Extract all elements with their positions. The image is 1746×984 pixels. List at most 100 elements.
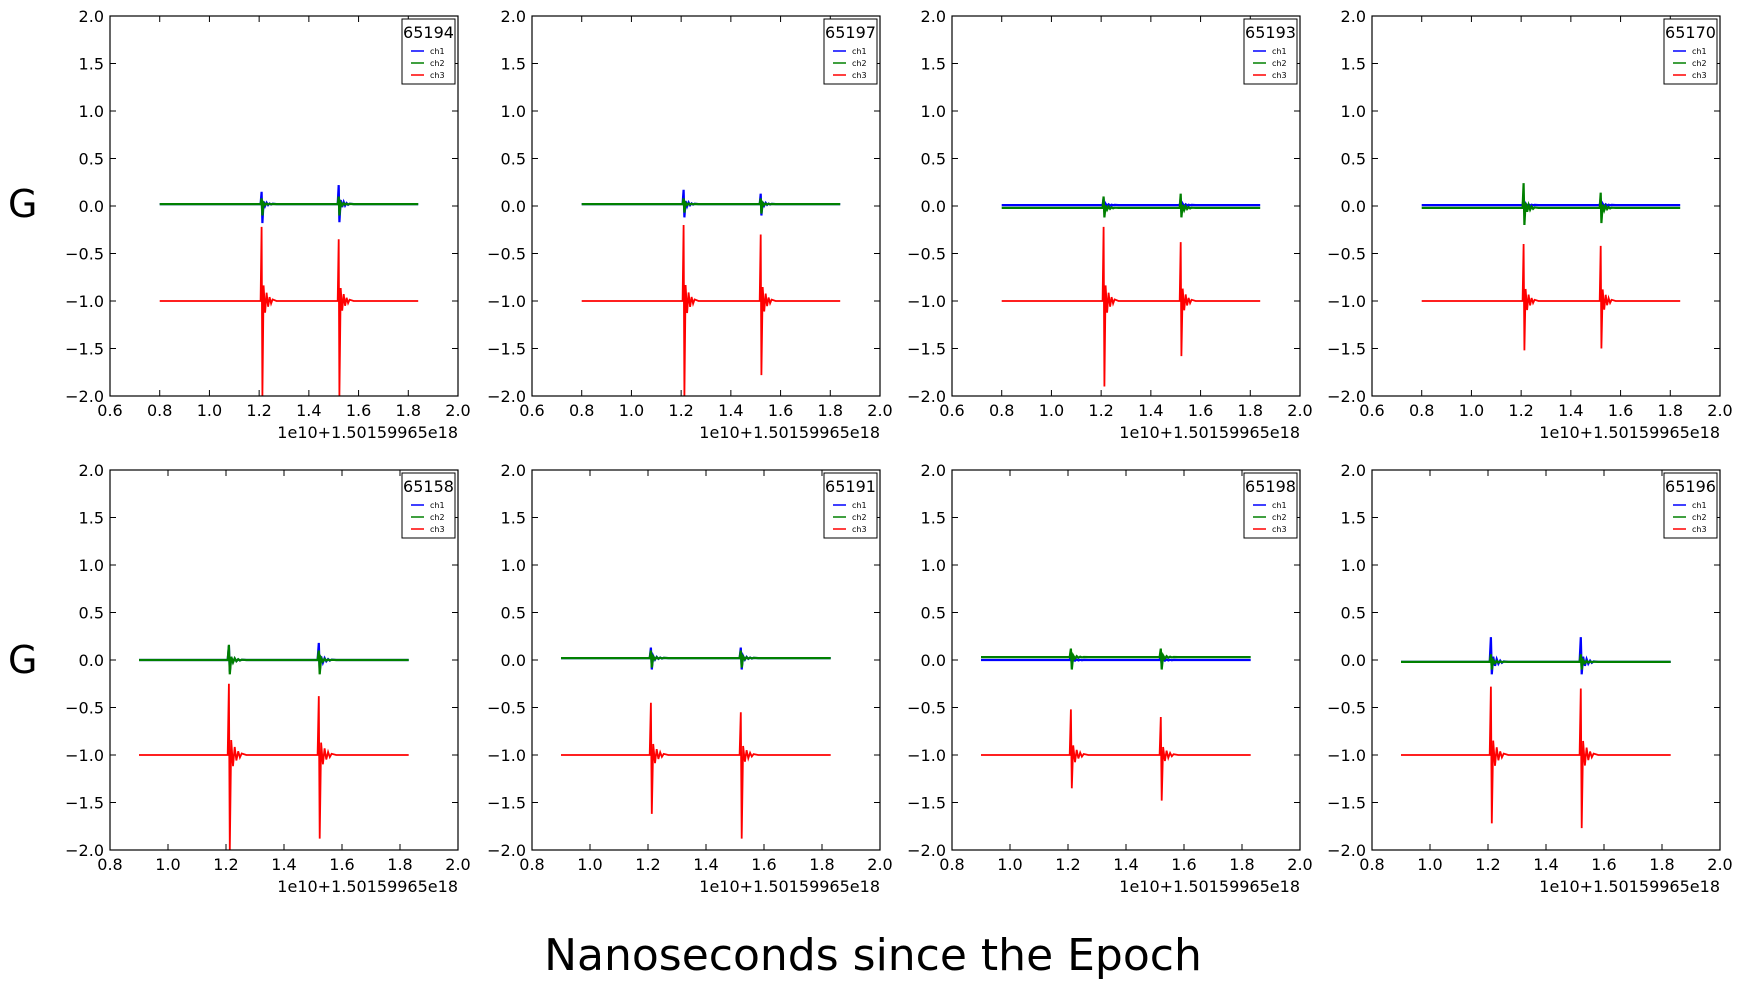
ytick-label: 0.5	[921, 150, 946, 169]
ytick-label: 2.0	[921, 461, 946, 480]
xtick-label: 1.8	[1229, 855, 1254, 874]
legend-label-ch2: ch2	[852, 59, 867, 68]
plot-area	[981, 648, 1251, 801]
subplot-65158: 2.0 1.5 1.0 0.5 0.0 −0.5 −1.0 −1.5 −2.00.8 1.0 1.2…	[65, 461, 471, 896]
ytick-label: 2.0	[921, 7, 946, 26]
xtick-label: 1.0	[997, 855, 1022, 874]
ytick-label: 1.0	[79, 102, 104, 121]
legend-label-ch3: ch3	[1692, 71, 1707, 80]
legend-title: 65193	[1245, 23, 1296, 42]
xtick-label: 1.0	[155, 855, 180, 874]
xtick-label: 1.8	[818, 401, 843, 420]
ytick-label: 0.0	[501, 197, 526, 216]
ytick-label: 0.5	[501, 150, 526, 169]
ytick-label: −1.0	[907, 292, 946, 311]
ytick-label: 1.5	[79, 55, 104, 74]
series-ch2	[1401, 654, 1671, 670]
xtick-label: 1.6	[1171, 855, 1196, 874]
legend-label-ch2: ch2	[852, 513, 867, 522]
ytick-label: 0.0	[921, 197, 946, 216]
ytick-label: 1.5	[501, 55, 526, 74]
ytick-label: −1.5	[1327, 340, 1366, 359]
xtick-label: 2.0	[445, 401, 470, 420]
xtick-label: 2.0	[1707, 401, 1732, 420]
ytick-label: 1.0	[79, 556, 104, 575]
ytick-label: −1.0	[487, 292, 526, 311]
legend-title: 65191	[825, 477, 876, 496]
row-label-bottom: G	[8, 638, 38, 682]
legend	[823, 472, 878, 539]
xtick-label: 2.0	[445, 855, 470, 874]
series-ch1	[1421, 198, 1681, 212]
ytick-label: 0.5	[1341, 150, 1366, 169]
ytick-label: 1.5	[1341, 55, 1366, 74]
xtick-label: 1.2	[635, 855, 660, 874]
xtick-label: 1.2	[1055, 855, 1080, 874]
ytick-label: 1.5	[1341, 509, 1366, 528]
series-ch3	[139, 683, 409, 850]
plot-area	[561, 647, 831, 839]
xtick-label: 1.0	[619, 401, 644, 420]
xtick-label: 1.8	[1658, 401, 1683, 420]
axis-offset-text: 1e10+1.50159965e18	[699, 877, 880, 896]
ytick-label: −1.0	[1327, 292, 1366, 311]
ytick-label: 0.5	[501, 604, 526, 623]
plot-area	[1421, 183, 1681, 351]
xtick-label: 0.6	[97, 401, 122, 420]
ytick-label: −2.0	[1327, 841, 1366, 860]
legend-label-ch1: ch1	[852, 47, 867, 56]
subplot-65196: 2.0 1.5 1.0 0.5 0.0 −0.5 −1.0 −1.5 −2.00.8 1.0 1.2…	[1327, 461, 1733, 896]
ytick-label: −1.0	[907, 746, 946, 765]
ytick-label: 0.0	[921, 651, 946, 670]
ytick-label: 0.0	[79, 651, 104, 670]
legend-label-ch1: ch1	[1692, 47, 1707, 56]
legend-title: 65197	[825, 23, 876, 42]
xtick-label: 1.4	[1533, 855, 1558, 874]
xtick-label: 1.4	[271, 855, 296, 874]
ytick-label: −1.0	[487, 746, 526, 765]
xtick-label: 1.6	[768, 401, 793, 420]
xtick-label: 1.4	[1558, 401, 1583, 420]
legend-label-ch3: ch3	[430, 525, 445, 534]
xtick-label: 0.8	[519, 855, 544, 874]
ytick-label: −2.0	[65, 841, 104, 860]
legend-label-ch1: ch1	[852, 501, 867, 510]
legend-label-ch2: ch2	[430, 513, 445, 522]
xtick-label: 0.8	[939, 855, 964, 874]
legend-label-ch1: ch1	[430, 501, 445, 510]
xtick-label: 0.8	[147, 401, 172, 420]
ytick-label: 0.0	[1341, 197, 1366, 216]
ytick-label: 2.0	[501, 461, 526, 480]
series-ch3	[1401, 686, 1671, 829]
ytick-label: 2.0	[79, 7, 104, 26]
ytick-label: −0.5	[487, 245, 526, 264]
legend	[401, 18, 456, 85]
ytick-label: −2.0	[1327, 387, 1366, 406]
ytick-label: 1.0	[1341, 556, 1366, 575]
ytick-label: 0.5	[921, 604, 946, 623]
xtick-label: 1.2	[1475, 855, 1500, 874]
legend-title: 65194	[403, 23, 454, 42]
xtick-label: 0.8	[1359, 855, 1384, 874]
legend	[1243, 472, 1298, 539]
ytick-label: 1.0	[501, 556, 526, 575]
axis-offset-text: 1e10+1.50159965e18	[1539, 423, 1720, 442]
ytick-label: −1.5	[487, 340, 526, 359]
figure-xlabel: Nanoseconds since the Epoch	[544, 930, 1202, 981]
ytick-label: 1.5	[501, 509, 526, 528]
legend-label-ch3: ch3	[1272, 525, 1287, 534]
plot-area	[1001, 193, 1261, 387]
ytick-label: 1.0	[501, 102, 526, 121]
ytick-label: −0.5	[65, 699, 104, 718]
xtick-label: 1.4	[1138, 401, 1163, 420]
axis-offset-text: 1e10+1.50159965e18	[1539, 877, 1720, 896]
ytick-label: −1.5	[65, 340, 104, 359]
series-ch1	[139, 642, 409, 672]
axis-offset-text: 1e10+1.50159965e18	[699, 423, 880, 442]
legend-label-ch1: ch1	[1272, 47, 1287, 56]
legend-title: 65170	[1665, 23, 1716, 42]
xtick-label: 1.2	[213, 855, 238, 874]
ytick-label: −2.0	[487, 841, 526, 860]
xtick-label: 1.6	[329, 855, 354, 874]
ytick-label: 0.5	[79, 150, 104, 169]
